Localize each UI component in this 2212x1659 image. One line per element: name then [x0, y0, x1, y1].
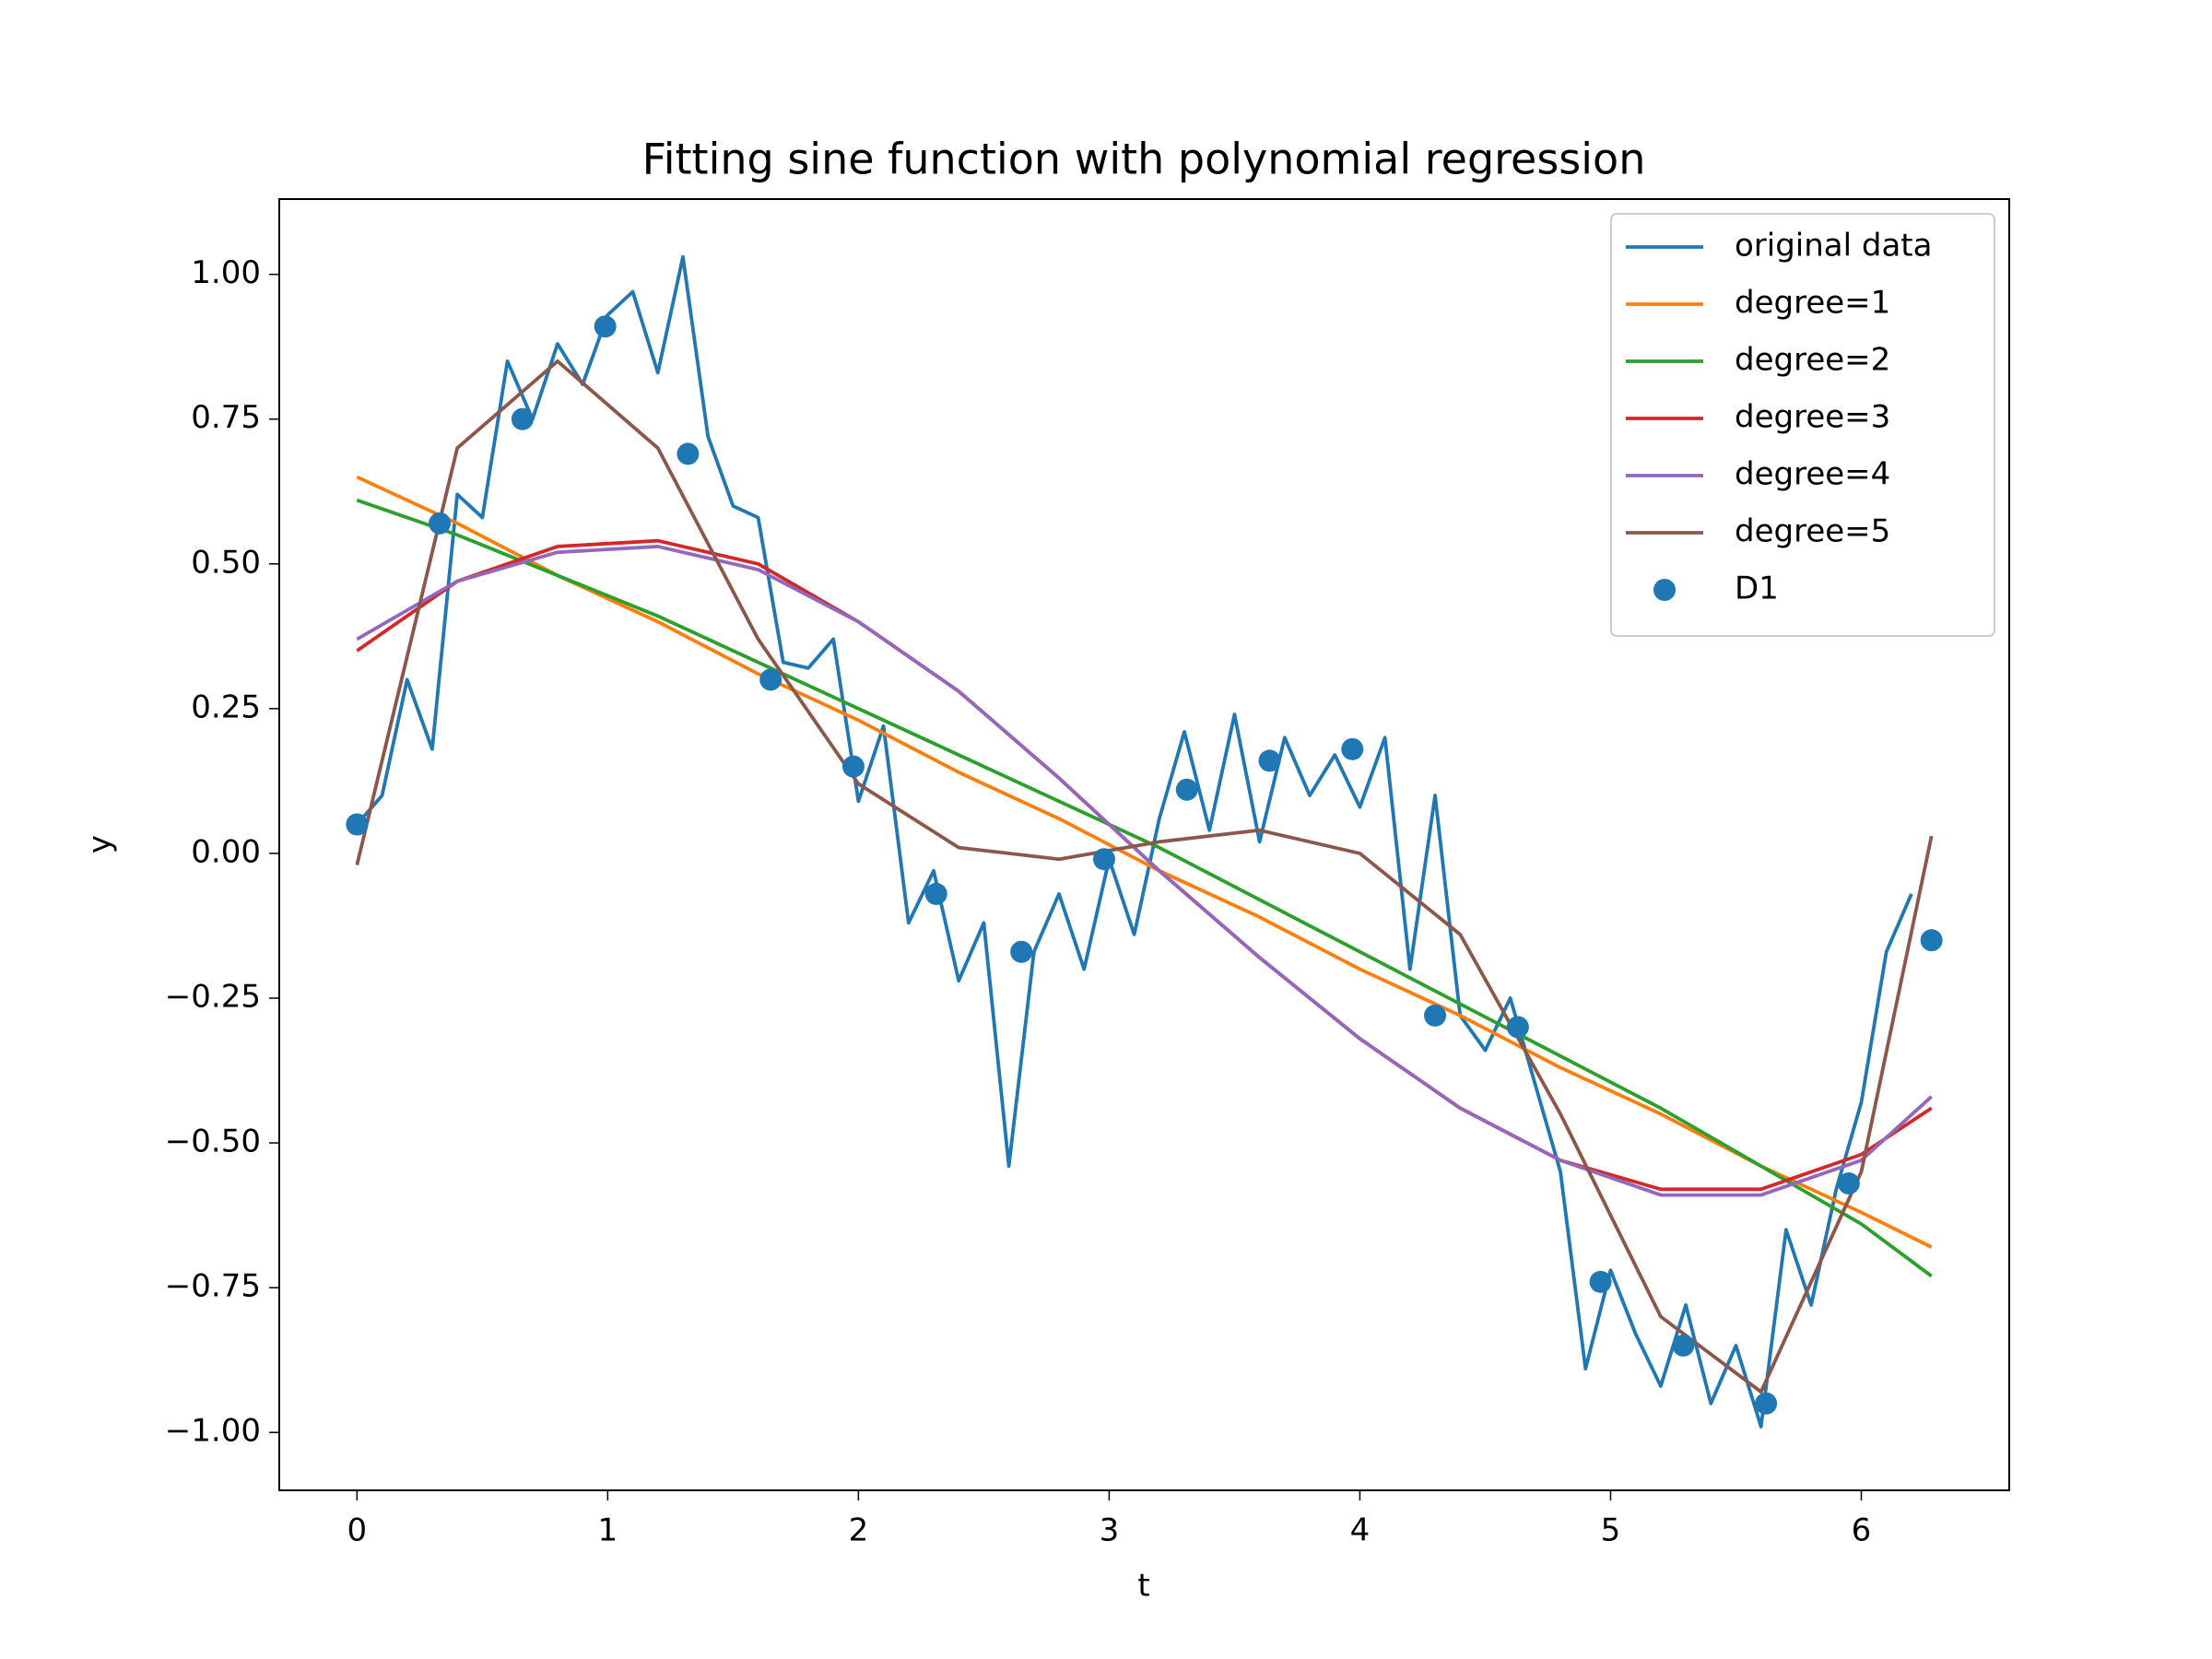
plot-area: [346, 254, 1943, 1429]
legend-label: degree=4: [1735, 456, 1890, 493]
legend-label: degree=1: [1735, 285, 1890, 322]
scatter-point: [1920, 929, 1943, 952]
scatter-point: [1506, 1016, 1529, 1039]
y-axis-label: y: [82, 835, 119, 853]
scatter-point: [1837, 1172, 1860, 1195]
scatter-point: [1010, 940, 1033, 963]
scatter-point: [1258, 749, 1281, 772]
y-tick-label: −1.00: [165, 1413, 261, 1450]
legend-label: degree=3: [1735, 399, 1890, 436]
x-tick-label: 3: [1100, 1512, 1120, 1549]
scatter-point: [1755, 1392, 1778, 1415]
scatter-point: [841, 755, 865, 778]
scatter-point: [759, 668, 782, 691]
legend-box: [1610, 213, 1995, 637]
legend-label: degree=2: [1735, 342, 1890, 379]
scatter-point: [346, 813, 369, 836]
y-tick-label: 0.75: [191, 399, 261, 436]
legend-label: degree=5: [1735, 513, 1890, 550]
x-axis-label: t: [1137, 1568, 1149, 1605]
series-line: [355, 254, 1913, 1429]
scatter-point: [594, 315, 617, 338]
x-tick-label: 5: [1601, 1512, 1621, 1549]
series-line: [356, 545, 1933, 1197]
x-tick-label: 2: [849, 1512, 869, 1549]
scatter-point: [924, 882, 947, 905]
scatter-point: [1341, 737, 1364, 760]
y-tick-label: −0.25: [165, 978, 261, 1015]
series-line: [356, 498, 1933, 1278]
legend-marker: [1653, 579, 1676, 601]
x-tick-label: 0: [347, 1512, 368, 1549]
axes-frame: [278, 198, 2010, 1491]
scatter-point: [1672, 1334, 1695, 1357]
scatter-point: [1175, 778, 1198, 801]
y-tick-label: 0.25: [191, 688, 261, 725]
scatter-point: [1092, 848, 1115, 871]
x-tick-label: 4: [1350, 1512, 1371, 1549]
legend-label: D1: [1735, 571, 1779, 607]
scatter-point: [429, 512, 452, 535]
y-tick-label: 1.00: [191, 254, 261, 291]
x-tick-label: 6: [1852, 1512, 1872, 1549]
y-tick-label: 0.00: [191, 833, 261, 870]
chart-title: Fitting sine function with polynomial re…: [642, 135, 1646, 184]
x-tick-label: 1: [598, 1512, 618, 1549]
legend-label: original data: [1735, 228, 1932, 265]
scatter-point: [1424, 1004, 1447, 1027]
scatter-point: [677, 442, 700, 465]
y-tick-label: 0.50: [191, 544, 261, 581]
y-tick-label: −0.50: [165, 1124, 261, 1160]
scatter-point: [511, 407, 534, 430]
series-line: [355, 359, 1934, 1394]
scatter-point: [1589, 1270, 1612, 1293]
y-tick-label: −0.75: [165, 1268, 261, 1305]
